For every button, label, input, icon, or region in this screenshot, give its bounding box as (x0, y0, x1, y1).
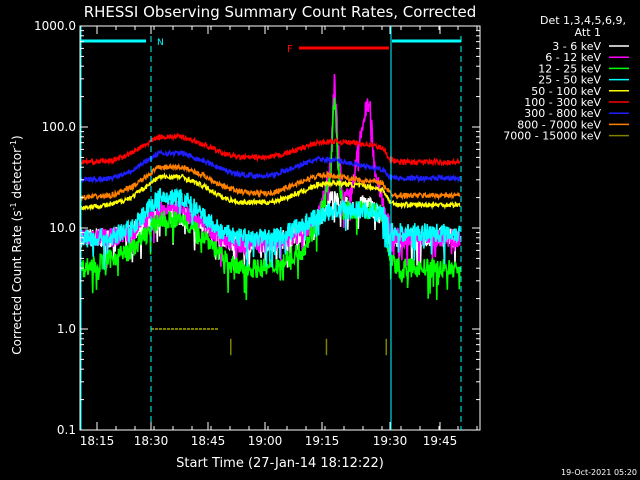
series-layer (80, 73, 461, 356)
series-12-25-kev (80, 97, 461, 301)
legend-label: 100 - 300 keV (524, 96, 601, 109)
timestamp: 19-Oct-2021 05:20 (561, 468, 637, 477)
legend-header-2: Att 1 (575, 26, 601, 39)
y-axis-label-mid: detector (10, 148, 24, 203)
x-tick-label: 19:45 (423, 434, 458, 448)
legend-label: 800 - 7000 keV (517, 118, 601, 131)
series-25-50-kev (80, 187, 461, 270)
legend-label: 25 - 50 keV (538, 74, 601, 87)
x-tick-label: 18:15 (80, 434, 115, 448)
legend-header-1: Det 1,3,4,5,6,9, (540, 14, 626, 27)
y-axis-label-sup1: -1 (9, 202, 18, 210)
series-100-300-kev (80, 132, 461, 167)
legend-label: 12 - 25 keV (538, 62, 601, 75)
y-tick-label: 1.0 (57, 322, 76, 336)
legend-label: 6 - 12 keV (545, 51, 601, 64)
y-axis-label-main: Corrected Count Rate (s (10, 210, 24, 354)
x-tick-label: 19:15 (305, 434, 340, 448)
y-axis-label-sup2: -1 (9, 140, 18, 148)
y-axis-label: Corrected Count Rate (s-1 detector-1) (9, 135, 24, 354)
x-tick-label: 18:30 (134, 434, 169, 448)
x-tick-label: 18:45 (191, 434, 226, 448)
axis-layer: 18:15 18:30 18:45 19:00 19:15 19:30 19:45 0.1 1.… (34, 19, 480, 448)
y-tick-label: 0.1 (57, 423, 76, 437)
legend-label: 7000 - 15000 keV (503, 130, 601, 143)
series-50-100-kev (80, 172, 461, 212)
x-tick-label: 19:30 (373, 434, 408, 448)
series-800-7000-kev (80, 162, 461, 202)
chart-title: RHESSI Observing Summary Count Rates, Co… (84, 3, 477, 21)
flare-label: F (287, 44, 293, 55)
y-tick-label: 10.0 (49, 221, 76, 235)
y-axis-label-end: ) (10, 135, 24, 140)
y-tick-label: 1000.0 (34, 19, 76, 33)
legend-label: 50 - 100 keV (531, 85, 601, 98)
series-300-800-kev (80, 148, 461, 184)
series-7000-15000-kev (150, 328, 388, 356)
night-label: N (157, 38, 164, 48)
y-tick-label: 100.0 (42, 120, 76, 134)
legend-label: 300 - 800 keV (524, 107, 601, 120)
legend-label: 3 - 6 keV (552, 40, 601, 53)
x-tick-label: 19:00 (248, 434, 283, 448)
x-axis-label: Start Time (27-Jan-14 18:12:22) (176, 456, 384, 471)
